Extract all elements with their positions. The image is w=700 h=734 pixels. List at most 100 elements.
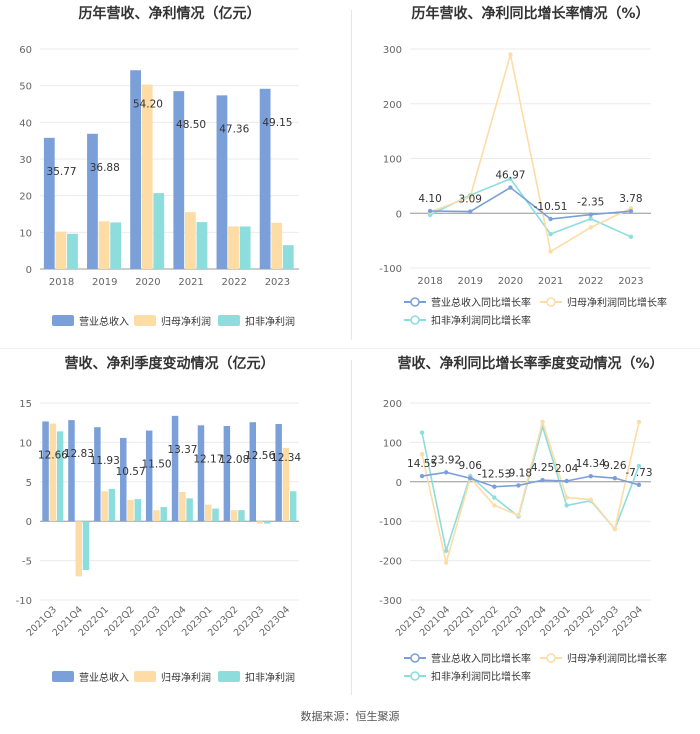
data-label: 3.09	[459, 194, 482, 206]
data-label: -9.18	[505, 467, 532, 479]
legend-label: 扣非净利润	[245, 671, 295, 684]
bar-1	[55, 231, 67, 269]
bar-1	[230, 510, 238, 522]
bar-2	[153, 193, 165, 269]
data-point-1	[516, 513, 521, 518]
y-tick-label: -200	[379, 557, 402, 568]
data-point-0	[628, 208, 634, 214]
data-point-0	[588, 473, 593, 479]
x-tick-label: 2018	[417, 276, 442, 287]
bar-1	[49, 423, 57, 522]
data-label: 3.78	[619, 193, 642, 205]
bar-2	[56, 431, 64, 522]
y-tick-label: 10	[19, 228, 32, 239]
vertical-divider-top	[351, 10, 352, 340]
data-label: 14.55	[407, 458, 437, 470]
bar-2	[160, 507, 167, 522]
quarterly-growth-rate-line-chart: 营收、净利同比增长率季度变动情况（%）-300-200-100010020020…	[379, 355, 667, 683]
data-label: 13.37	[167, 444, 197, 456]
data-source-note: 数据来源：恒生聚源	[300, 710, 400, 723]
x-tick-label: 2022	[222, 277, 247, 288]
data-label: 11.93	[90, 455, 120, 467]
data-label: 23.92	[431, 454, 461, 466]
legend-label: 归母净利润	[161, 315, 211, 328]
x-tick-label: 2020	[135, 277, 160, 288]
y-tick-label: 50	[19, 82, 32, 93]
bar-1	[228, 226, 239, 269]
bar-2	[67, 233, 78, 269]
series-line-0	[421, 471, 640, 488]
bar-0	[43, 137, 55, 269]
data-point-2	[492, 495, 497, 500]
data-point-0	[427, 208, 433, 214]
data-point-0	[612, 475, 618, 481]
legend-marker	[546, 653, 556, 663]
data-label: 36.88	[90, 162, 120, 174]
bar-2	[82, 521, 90, 571]
data-point-2	[548, 231, 553, 237]
bar-0	[197, 425, 205, 522]
data-point-1	[468, 194, 473, 200]
data-point-0	[636, 482, 642, 488]
bar-2	[282, 245, 294, 269]
legend-swatch	[218, 315, 240, 326]
bar-0	[120, 437, 127, 522]
data-label: -10.51	[534, 201, 568, 213]
data-point-1	[548, 249, 553, 254]
bar-0	[42, 421, 49, 522]
bar-2	[110, 222, 122, 269]
data-point-0	[443, 470, 449, 475]
data-point-2	[628, 234, 634, 239]
data-label: 46.97	[495, 170, 525, 182]
data-point-1	[588, 225, 593, 230]
data-label: -12.53	[477, 469, 511, 481]
series-line-1	[421, 419, 640, 563]
data-label: -2.35	[577, 197, 604, 209]
legend-label: 扣非净利润同比增长率	[431, 314, 531, 327]
bar-0	[171, 415, 179, 522]
data-point-1	[564, 495, 569, 500]
y-tick-label: 30	[19, 155, 32, 166]
data-label: 54.20	[133, 98, 163, 110]
legend-label: 营业总收入	[79, 315, 129, 328]
data-point-0	[508, 185, 513, 190]
legend-swatch	[52, 315, 74, 326]
y-tick-label: 0	[26, 265, 32, 276]
x-tick-label: 2023	[265, 277, 290, 288]
bar-2	[239, 226, 251, 269]
legend-marker	[410, 671, 420, 681]
series-line-1	[429, 54, 632, 253]
bar-0	[173, 91, 185, 270]
chart-title: 营收、净利同比增长率季度变动情况（%）	[397, 355, 663, 372]
data-point-2	[564, 503, 569, 508]
y-tick-label: 100	[383, 438, 402, 449]
bar-0	[87, 133, 98, 269]
y-tick-label: 300	[383, 45, 402, 56]
bar-1	[141, 84, 153, 269]
y-tick-label: -10	[16, 596, 32, 607]
x-tick-label: 2018	[49, 277, 74, 288]
chart-title: 历年营收、净利同比增长率情况（%）	[411, 5, 649, 22]
data-point-0	[588, 212, 593, 217]
y-tick-label: 100	[383, 155, 402, 166]
legend-marker	[410, 315, 420, 325]
bar-2	[212, 508, 219, 522]
bar-1	[184, 212, 196, 269]
y-tick-label: 200	[383, 399, 402, 410]
data-point-1	[419, 452, 425, 457]
y-tick-label: 0	[396, 209, 402, 220]
legend-swatch	[134, 671, 156, 682]
y-tick-label: -300	[379, 596, 402, 607]
legend-label: 营业总收入	[79, 671, 129, 684]
x-tick-label: 2019	[92, 277, 117, 288]
y-tick-label: 10	[19, 438, 32, 449]
quarterly-revenue-profit-bar-chart: 营收、净利季度变动情况（亿元）-10-50510152021Q32021Q420…	[16, 355, 302, 684]
annual-revenue-profit-bar-chart: 历年营收、净利情况（亿元） 0 10 20 30 40 50 60 2018 2019 2020 20…	[19, 5, 299, 328]
data-point-2	[419, 430, 425, 435]
bar-0	[94, 427, 101, 522]
y-tick-label: -5	[22, 557, 32, 568]
data-label: 12.34	[271, 452, 301, 464]
bar-1	[75, 521, 82, 577]
legend-swatch	[52, 671, 74, 682]
bar-0	[259, 88, 271, 270]
